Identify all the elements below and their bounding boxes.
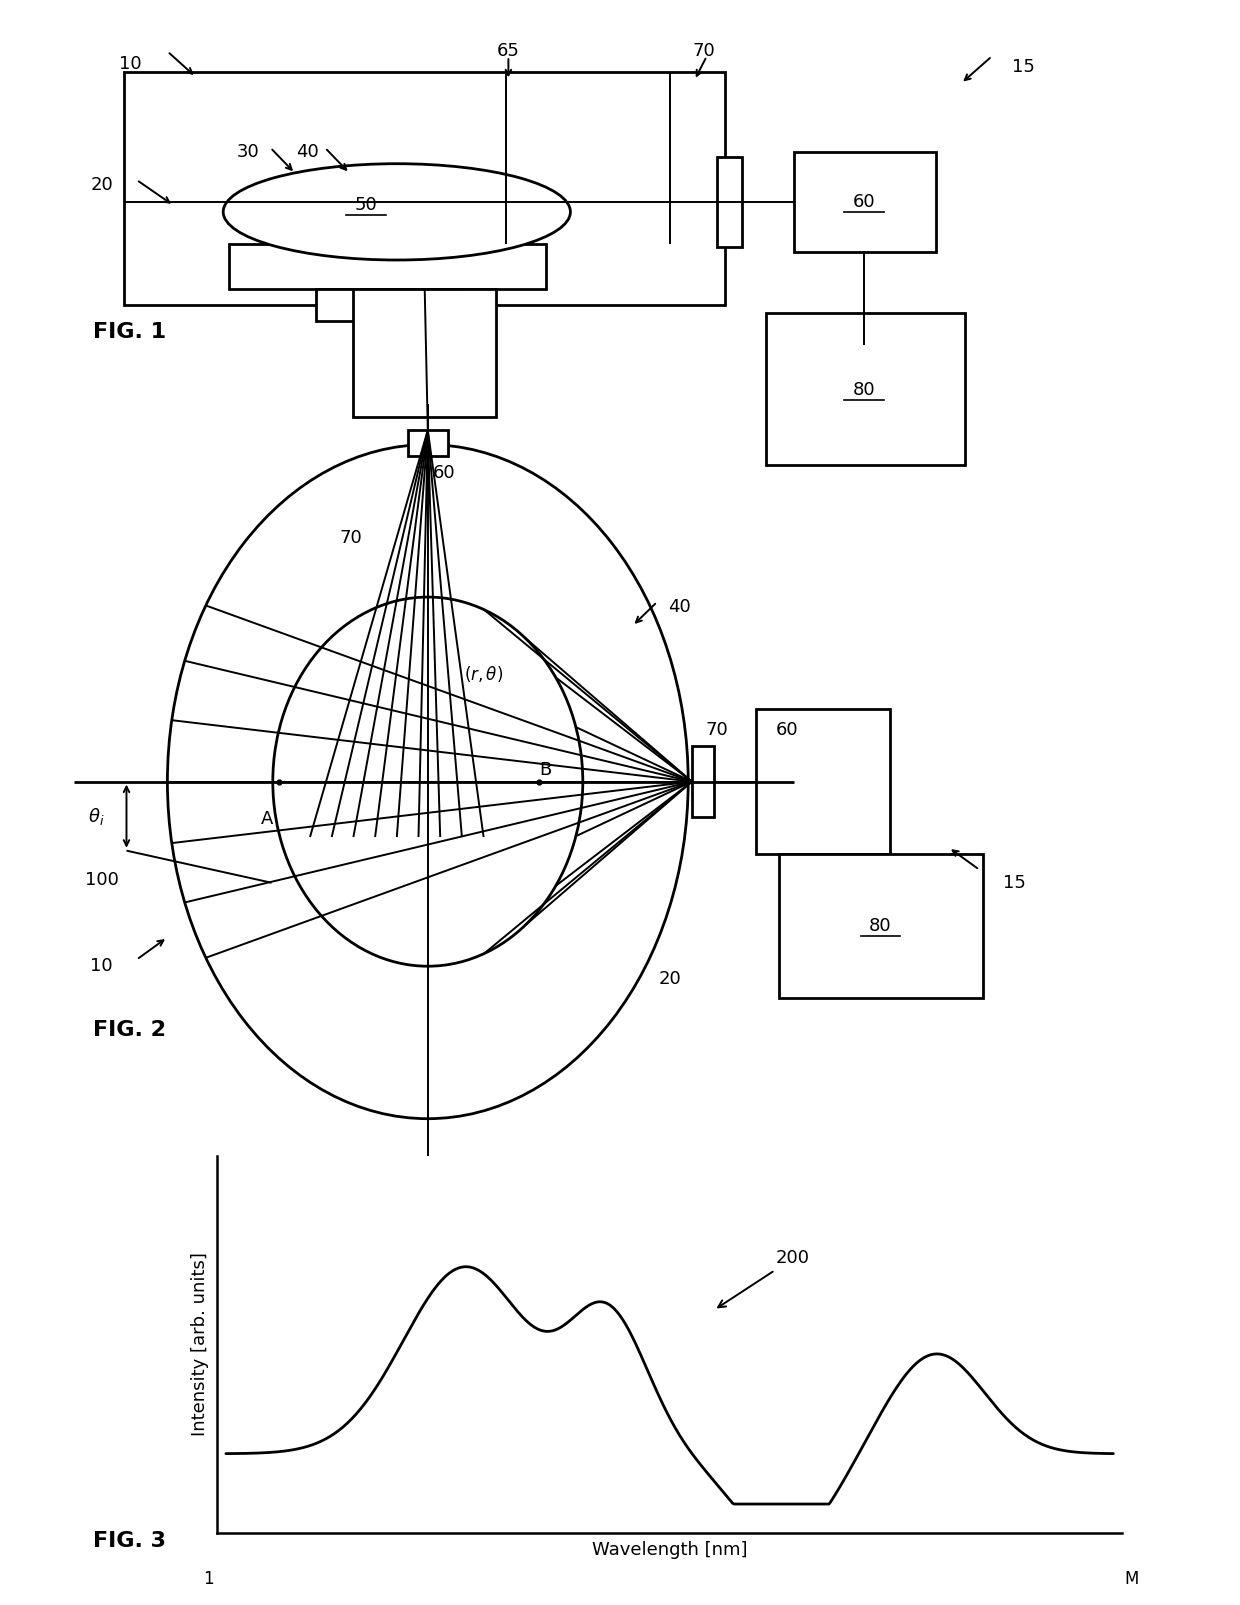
Text: 20: 20 xyxy=(91,175,113,194)
Circle shape xyxy=(167,445,688,1119)
Text: 10: 10 xyxy=(91,957,113,976)
Text: 10: 10 xyxy=(119,55,141,74)
Text: M: M xyxy=(1125,1570,1138,1589)
Text: 60: 60 xyxy=(853,193,875,212)
Text: 70: 70 xyxy=(693,42,715,61)
Text: 60: 60 xyxy=(776,721,799,740)
X-axis label: Wavelength [nm]: Wavelength [nm] xyxy=(591,1541,748,1558)
Text: FIG. 2: FIG. 2 xyxy=(93,1021,166,1040)
Bar xyxy=(717,157,742,247)
Text: B: B xyxy=(539,761,552,780)
Bar xyxy=(756,709,890,854)
Text: FIG. 1: FIG. 1 xyxy=(93,323,166,342)
Bar xyxy=(408,430,448,456)
Text: 80: 80 xyxy=(869,916,892,936)
Text: 20: 20 xyxy=(658,969,681,989)
Text: A: A xyxy=(260,809,273,828)
Bar xyxy=(692,746,714,817)
Bar xyxy=(779,854,983,998)
Ellipse shape xyxy=(223,164,570,260)
Text: 80: 80 xyxy=(853,380,875,400)
Text: 65: 65 xyxy=(497,42,520,61)
Text: 100: 100 xyxy=(84,870,119,889)
Text: $(r, \theta)$: $(r, \theta)$ xyxy=(464,664,503,684)
Text: 60: 60 xyxy=(433,464,455,483)
Text: 15: 15 xyxy=(1003,873,1025,892)
Bar xyxy=(229,244,546,289)
Bar xyxy=(766,313,965,465)
Bar xyxy=(124,72,725,305)
Bar xyxy=(794,152,936,252)
Text: FIG. 3: FIG. 3 xyxy=(93,1531,166,1550)
Text: 200: 200 xyxy=(718,1249,810,1308)
Bar xyxy=(353,289,496,417)
Text: 30: 30 xyxy=(237,143,259,162)
Text: 70: 70 xyxy=(706,721,728,740)
Bar xyxy=(316,289,459,321)
Text: 15: 15 xyxy=(1012,58,1034,77)
Text: $\theta_i$: $\theta_i$ xyxy=(88,806,104,827)
Text: 1: 1 xyxy=(202,1570,213,1589)
Text: 70: 70 xyxy=(340,528,362,547)
Text: 40: 40 xyxy=(668,597,691,616)
Y-axis label: Intensity [arb. units]: Intensity [arb. units] xyxy=(191,1252,208,1436)
Text: 40: 40 xyxy=(296,143,319,162)
Text: 50: 50 xyxy=(355,196,377,215)
